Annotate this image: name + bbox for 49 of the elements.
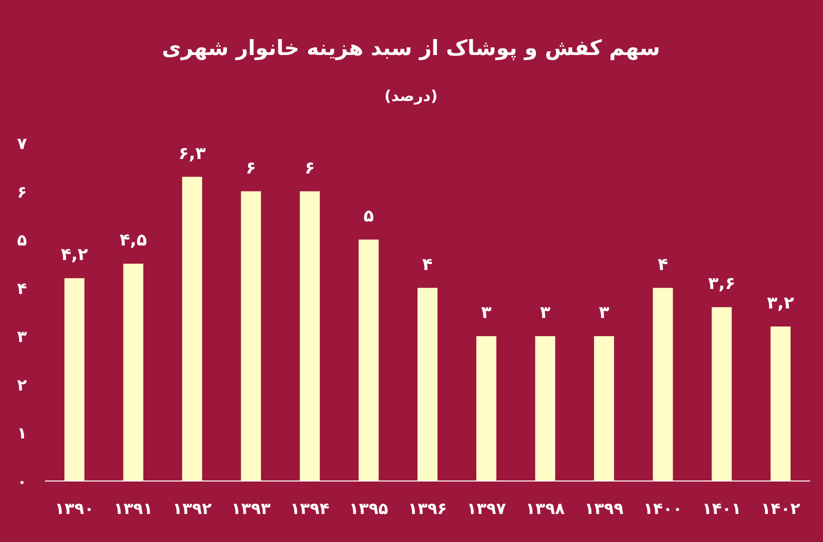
x-tick-label: ۱۳۹۴ [290, 499, 330, 518]
bar [358, 240, 379, 481]
y-tick-label: ۶ [17, 182, 27, 202]
data-label: ۳,۶ [708, 274, 736, 294]
chart-title: سهم کفش و پوشاک از سبد هزینه خانوار شهری [162, 36, 660, 61]
bar [476, 336, 496, 481]
bar [417, 288, 438, 481]
data-label: ۵ [363, 206, 374, 227]
data-label: ۳ [481, 303, 492, 324]
data-label: ۶ [246, 158, 256, 178]
bar [123, 264, 144, 481]
y-tick-label: ۲ [17, 375, 28, 394]
data-label: ۴ [658, 254, 668, 275]
x-tick-label: ۱۳۹۲ [172, 499, 212, 518]
data-label: ۳,۲ [766, 293, 795, 314]
bar [712, 307, 732, 481]
chart-subtitle: (درصد) [384, 87, 438, 105]
x-tick-label: ۱۴۰۱ [702, 499, 742, 518]
data-label: ۶,۳ [178, 144, 206, 164]
y-tick-label: ۴ [17, 278, 28, 298]
y-tick-label: ۷ [17, 134, 28, 153]
x-tick-label: ۱۳۹۸ [526, 499, 565, 518]
bar [64, 278, 84, 481]
x-tick-label: ۱۳۹۰ [54, 499, 94, 518]
x-tick-label: ۱۳۹۹ [584, 499, 624, 518]
x-tick-label: ۱۴۰۰ [643, 499, 682, 518]
x-tick-label: ۱۴۰۲ [761, 499, 800, 518]
y-tick-label: ۰ [17, 472, 27, 491]
data-label: ۴,۲ [60, 245, 89, 266]
bar [300, 191, 320, 481]
y-tick-label: ۵ [17, 230, 28, 250]
bar [535, 336, 556, 481]
bar [594, 336, 614, 481]
data-label: ۶ [304, 158, 316, 178]
bar [182, 176, 202, 481]
y-tick-label: ۱ [17, 424, 27, 443]
x-tick-label: ۱۳۹۵ [349, 499, 388, 518]
data-label: ۴ [422, 254, 433, 275]
bar [240, 191, 261, 481]
x-tick-label: ۱۳۹۱ [114, 499, 153, 518]
x-tick-label: ۱۳۹۶ [408, 499, 448, 518]
bar [770, 326, 791, 481]
data-label: ۳ [598, 303, 610, 324]
x-tick-label: ۱۳۹۷ [466, 499, 506, 518]
bar [652, 288, 673, 481]
data-label: ۴,۵ [120, 230, 147, 251]
data-label: ۳ [540, 303, 551, 324]
y-tick-label: ۳ [17, 327, 28, 346]
x-tick-label: ۱۳۹۳ [231, 499, 271, 518]
